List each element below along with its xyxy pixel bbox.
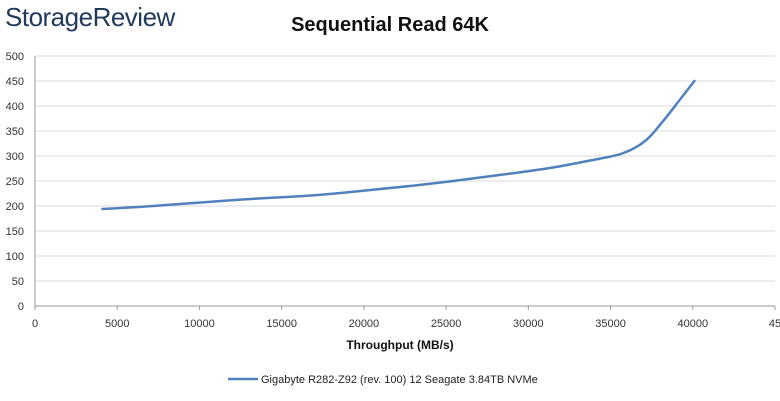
x-tick-labels: 0 5000 10000 15000 20000 25000 30000 35000 40000… — [32, 318, 780, 330]
y-tick-label: 100 — [6, 251, 24, 263]
brand-logo: StorageReview — [5, 2, 175, 32]
x-tick-label: 25000 — [431, 318, 462, 330]
x-tick-label: 35000 — [595, 318, 626, 330]
gridlines — [35, 55, 775, 282]
x-tick-label: 20000 — [349, 318, 380, 330]
series-line — [101, 79, 696, 211]
x-tick-label: 15000 — [266, 318, 297, 330]
x-tick-label: 0 — [32, 318, 38, 330]
y-tick-label: 450 — [6, 76, 24, 88]
legend: Gigabyte R282-Z92 (rev. 100) 12 Seagate … — [228, 374, 538, 386]
x-tick-label: 45 — [769, 318, 780, 330]
x-tick-label: 30000 — [513, 318, 544, 330]
y-tick-label: 400 — [6, 101, 24, 113]
y-tick-label: 500 — [6, 51, 24, 63]
x-tick-label: 5000 — [105, 318, 129, 330]
legend-label: Gigabyte R282-Z92 (rev. 100) 12 Seagate … — [261, 374, 538, 386]
y-tick-label: 300 — [6, 151, 24, 163]
x-tick-label: 10000 — [184, 318, 215, 330]
y-tick-label: 200 — [6, 201, 24, 213]
y-tick-label: 350 — [6, 126, 24, 138]
x-axis-label: Throughput (MB/s) — [346, 338, 453, 352]
y-tick-label: 0 — [18, 301, 24, 313]
series-layer — [101, 79, 696, 211]
x-tick-label: 40000 — [677, 318, 708, 330]
y-tick-label: 250 — [6, 176, 24, 188]
y-tick-label: 50 — [12, 276, 24, 288]
chart-title: Sequential Read 64K — [291, 14, 489, 36]
y-tick-label: 150 — [6, 226, 24, 238]
axes — [34, 56, 776, 310]
y-tick-labels: 0 50 100 150 200 250 300 350 400 450 500 — [6, 51, 24, 313]
